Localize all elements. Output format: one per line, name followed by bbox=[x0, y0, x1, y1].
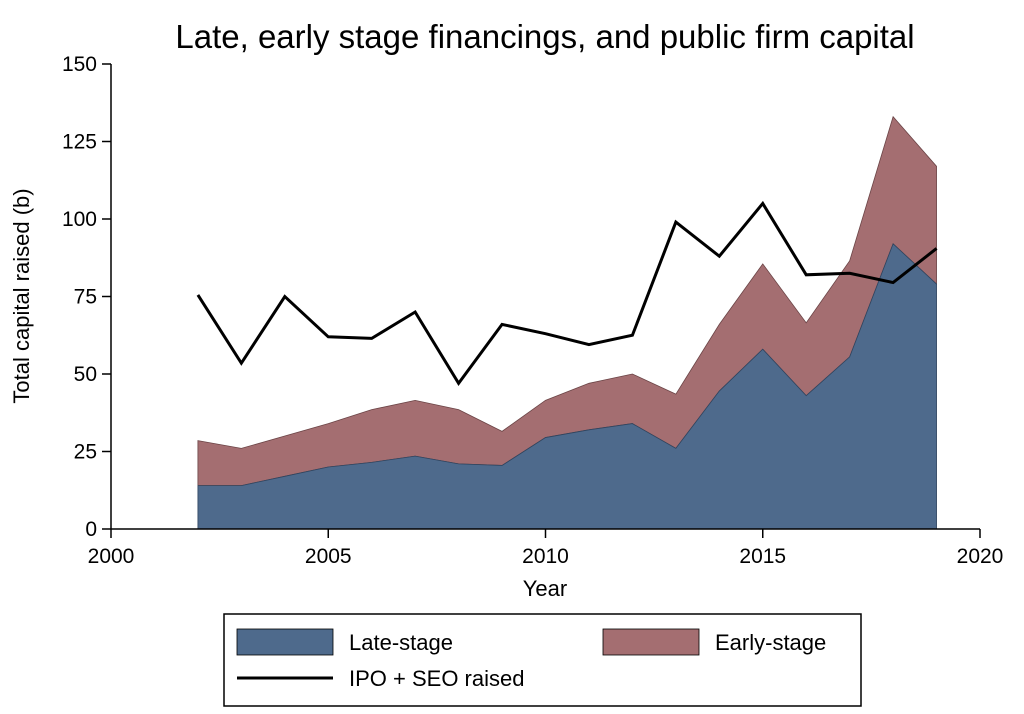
x-tick-label: 2015 bbox=[739, 545, 786, 568]
plot-lines bbox=[196, 200, 938, 386]
x-tick-label: 2005 bbox=[305, 545, 352, 568]
legend-label-late-stage: Late-stage bbox=[349, 630, 453, 655]
area-late-stage bbox=[197, 243, 937, 530]
legend-swatch-early-stage bbox=[602, 628, 700, 656]
y-tick-label: 50 bbox=[74, 363, 97, 386]
x-tick-label: 2010 bbox=[522, 545, 569, 568]
y-tick-label: 150 bbox=[62, 53, 97, 76]
x-tick-label: 2020 bbox=[957, 545, 1004, 568]
legend-box bbox=[223, 613, 862, 707]
x-axis-title: Year bbox=[523, 576, 567, 601]
y-tick-label: 25 bbox=[74, 441, 97, 464]
legend-label-ipo-seo: IPO + SEO raised bbox=[349, 666, 524, 691]
y-axis-ticks: 0 25 50 75 100 125 150 bbox=[62, 53, 111, 541]
y-tick-label: 0 bbox=[85, 518, 97, 541]
legend-label-early-stage: Early-stage bbox=[715, 630, 826, 655]
x-axis-ticks: 2000 2005 2010 2015 2020 bbox=[88, 529, 1004, 568]
y-tick-label: 125 bbox=[62, 131, 97, 154]
legend-swatch-late-stage bbox=[236, 628, 334, 656]
chart-title: Late, early stage financings, and public… bbox=[175, 18, 914, 55]
line-ipo-seo-raised bbox=[196, 200, 938, 386]
plot-areas bbox=[197, 115, 937, 530]
y-axis-title: Total capital raised (b) bbox=[9, 188, 34, 403]
legend: Late-stage Early-stage IPO + SEO raised bbox=[223, 613, 862, 707]
y-tick-label: 75 bbox=[74, 286, 97, 309]
x-tick-label: 2000 bbox=[88, 545, 135, 568]
y-tick-label: 100 bbox=[62, 208, 97, 231]
